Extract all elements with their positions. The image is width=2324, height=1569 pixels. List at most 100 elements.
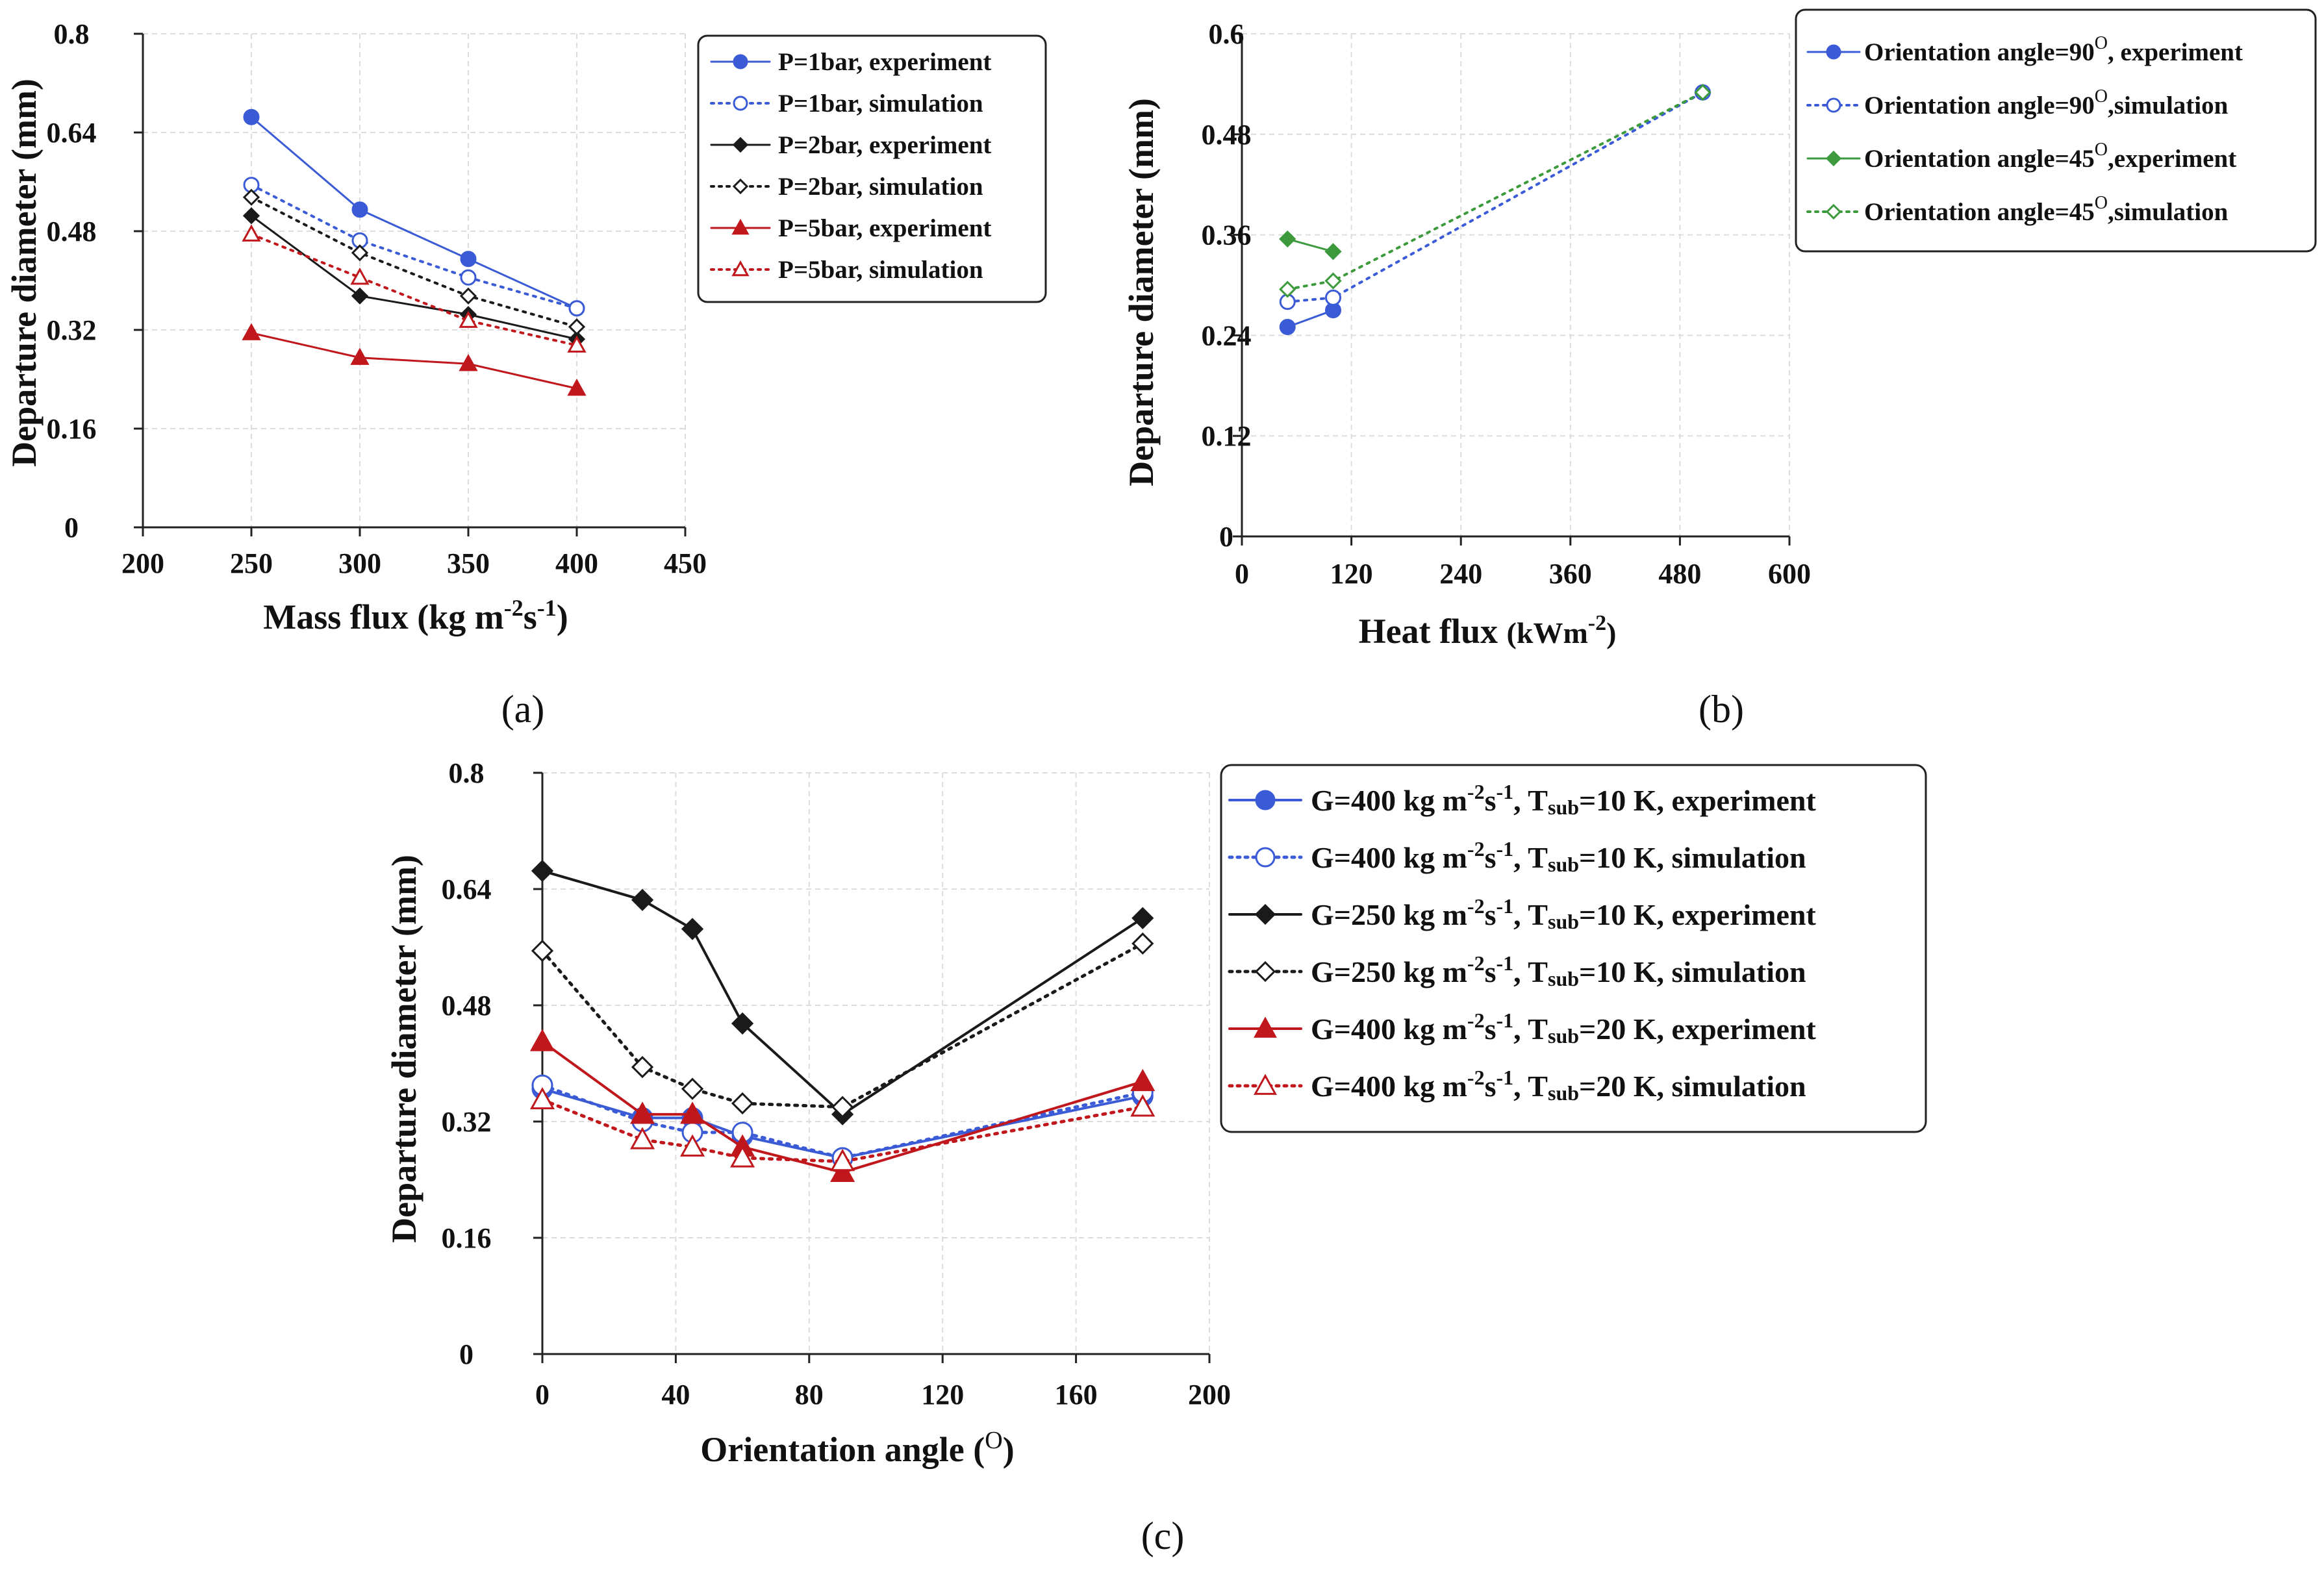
panel-b-label: (b) [1699,688,1744,731]
x-tick-label: 120 [1330,558,1373,590]
y-tick-label: 0.48 [442,990,492,1022]
data-point-s5-1 [630,1127,655,1149]
legend-marker [1826,44,1841,60]
panel-c-y-axis-title: Departure diameter (mm) [385,855,423,1243]
data-point-s5-2 [459,310,478,328]
panel-c-x-axis-title: Orientation angle (O) [700,1427,1014,1469]
panel-a-y-axis-title: Departure diameter (mm) [5,79,44,467]
data-point-s2-2 [681,918,704,940]
y-tick-label: 0.36 [1202,220,1252,251]
legend-marker [1254,960,1276,983]
data-point-s3-5 [1131,932,1154,955]
panel-b-x-tick-labels: 0 120 240 360 480 600 [1235,558,1811,590]
x-tick-label: 0 [1235,558,1249,590]
legend-entry-label: P=2bar, experiment [778,131,991,159]
panel-a-legend-box [697,34,1047,303]
series-line-3 [540,942,1144,1109]
x-tick-label: 200 [1188,1379,1231,1411]
legend-marker [1254,1016,1277,1038]
legend-entry-label: G=400 kg m-2s-1, Tsub=20 K, experiment [1311,1009,1816,1048]
legend-marker [1254,903,1276,925]
data-point-s3-0 [242,188,260,206]
data-point-s3-3 [568,318,586,336]
panel-b-axes [1233,32,1791,546]
series-line-0 [250,116,578,310]
data-point-s3-3 [731,1092,754,1115]
panel-a-x-axis-title: Mass flux (kg m-2s-1) [263,595,568,636]
series-line-4 [541,1040,1144,1174]
y-tick-label: 0.12 [1202,420,1252,452]
y-tick-label: 0.6 [1209,18,1244,50]
legend-marker [731,260,750,277]
data-point-s3-1 [1324,272,1342,290]
data-point-s3-0 [1279,281,1296,298]
data-point-s2-5 [1131,907,1154,929]
legend-marker [1826,97,1841,113]
panel-c-label: (c) [1141,1514,1185,1557]
legend-entry-label: P=1bar, simulation [778,90,983,118]
panel-c-y-tick-labels: 0 0.16 0.32 0.48 0.64 0.8 [442,757,492,1370]
panel-b-legend: Orientation angle=90O, experiment Orienta… [1795,8,2317,253]
legend-entry-label: Orientation angle=45O,experiment [1864,140,2236,173]
legend-entry-label: G=400 kg m-2s-1, Tsub=20 K, simulation [1311,1066,1806,1105]
series-line-1 [250,183,578,310]
data-point-s5-0 [242,224,261,242]
x-tick-label: 250 [230,547,273,579]
x-tick-label: 160 [1055,1379,1098,1411]
data-point-s0-0 [1279,319,1296,335]
legend-entry-label: G=250 kg m-2s-1, Tsub=10 K, simulation [1311,951,1806,990]
legend-entry-label: P=2bar, simulation [778,173,983,201]
data-point-s3-2 [459,287,477,305]
legend-entry-label: Orientation angle=90O, experiment [1864,33,2243,66]
panel-a-series [242,108,587,396]
legend-entry-label: G=250 kg m-2s-1, Tsub=10 K, experiment [1311,894,1816,933]
legend-marker [731,218,750,235]
y-tick-label: 0.24 [1202,320,1252,351]
data-point-s2-0 [531,859,554,883]
legend-entry-label: P=1bar, experiment [778,48,991,76]
data-point-s4-2 [459,354,478,371]
y-tick-label: 0.16 [47,413,97,445]
legend-marker [1255,790,1276,810]
x-tick-label: 300 [338,547,381,579]
data-point-s3-0 [531,939,554,962]
data-point-s4-4 [830,1159,855,1183]
y-tick-label: 0 [459,1338,474,1370]
data-point-s4-0 [529,1029,555,1051]
data-point-s4-5 [1130,1068,1156,1092]
data-point-s4-1 [350,347,370,365]
legend-marker [733,54,748,69]
legend-entry-label: Orientation angle=45O,simulation [1864,193,2229,226]
data-point-s2-0 [1279,230,1296,248]
x-tick-label: 0 [535,1379,549,1411]
y-tick-label: 0.8 [54,18,90,50]
panel-a-x-tick-labels: 200 250 300 350 400 450 [121,547,707,579]
panel-a-chart: 200 250 300 350 400 450 00.160.320.480.640.8 … [5,18,1047,731]
legend-marker [1254,1073,1277,1095]
x-tick-label: 400 [555,547,598,579]
series-line-2 [1286,238,1334,253]
x-tick-label: 200 [121,547,164,579]
data-point-s5-4 [830,1148,855,1172]
panel-b-y-tick-labels: 0 0.12 0.24 0.36 0.48 0.6 [1202,18,1252,553]
series-line-4 [250,332,578,390]
panel-a-axes [134,32,687,536]
data-point-s2-3 [731,1012,754,1035]
x-tick-label: 480 [1658,558,1701,590]
data-point-s3-2 [1694,84,1711,101]
data-point-s0-1 [351,201,368,218]
data-point-s4-0 [242,323,261,340]
x-tick-label: 40 [661,1379,690,1411]
panel-c-chart: 0 40 80 120 160 200 0 0.16 0.32 0.48 0.64 0.8 Orie… [385,757,1927,1557]
panel-b-x-axis-title: Heat flux (kWm-2) [1359,611,1617,651]
data-point-s0-0 [243,108,260,125]
x-tick-label: 600 [1768,558,1811,590]
y-tick-label: 0.32 [47,314,97,346]
x-tick-label: 240 [1439,558,1482,590]
data-point-s5-1 [350,268,370,285]
data-point-s2-0 [242,207,260,225]
y-tick-label: 0.48 [47,216,97,247]
panel-c-legend-box [1220,764,1927,1133]
legend-marker [1825,203,1842,220]
data-point-s4-2 [680,1101,705,1124]
